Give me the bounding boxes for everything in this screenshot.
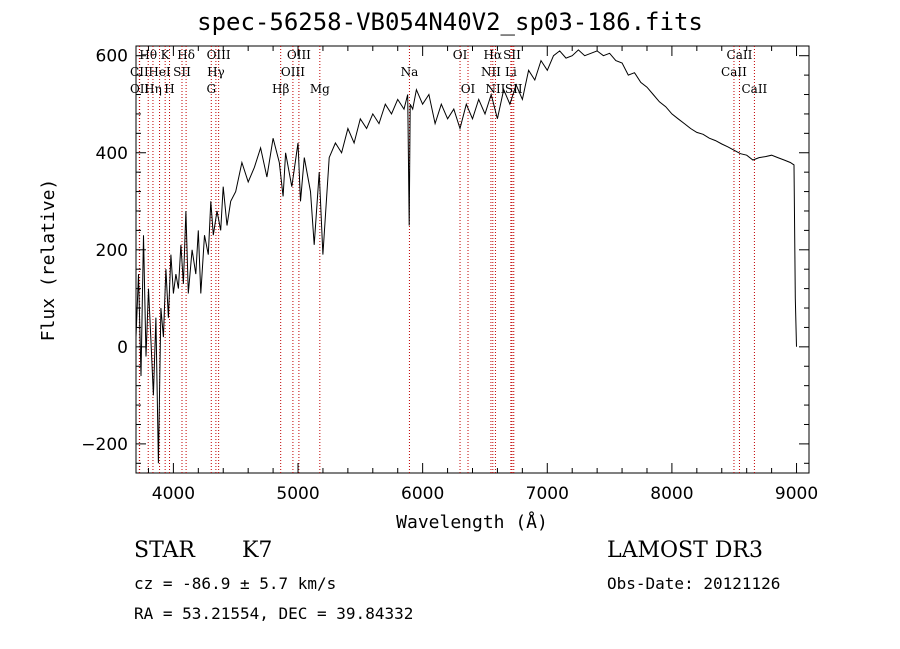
y-tick-label: 0: [117, 338, 128, 358]
survey-name: LAMOST DR3: [607, 538, 763, 563]
y-tick-label: −200: [81, 435, 128, 455]
line-marker-label: Hη: [144, 82, 162, 96]
x-axis: 4000 5000 6000 7000 8000 9000: [147, 46, 818, 504]
line-marker-label: SII: [503, 48, 521, 62]
line-marker-label: Hα: [484, 48, 503, 62]
x-tick-label: 5000: [276, 484, 319, 504]
x-tick-label: 7000: [526, 484, 569, 504]
line-marker-label: G: [206, 82, 216, 96]
plot-frame: [135, 45, 810, 474]
line-marker-label: HeI: [148, 65, 171, 79]
line-marker-label: OI: [453, 48, 468, 62]
x-tick-label: 4000: [152, 484, 195, 504]
x-axis-label: Wavelength (Å): [396, 511, 548, 533]
line-marker-label: Mg: [310, 82, 330, 96]
line-marker-label: CII: [130, 65, 149, 79]
line-marker-label: CaII: [721, 65, 747, 79]
line-marker-label: OIII: [207, 48, 231, 62]
x-tick-label: 9000: [775, 484, 818, 504]
line-marker-label: Hδ: [177, 48, 195, 62]
line-marker-label: OII: [130, 82, 150, 96]
observation-date: Obs-Date: 20121126: [607, 574, 781, 593]
line-marker-label: H: [164, 82, 174, 96]
flux-series-line: [135, 49, 797, 464]
y-tick-label: 600: [96, 47, 128, 67]
line-marker-label: NII: [485, 82, 505, 96]
line-marker-label: K: [161, 48, 171, 62]
y-tick-label: 200: [96, 241, 128, 261]
line-marker-label: Li: [505, 65, 517, 79]
line-marker-label: CaII: [741, 82, 767, 96]
y-axis-label: Flux (relative): [38, 179, 59, 342]
line-markers: [138, 46, 755, 473]
x-tick-label: 8000: [650, 484, 693, 504]
object-class: STAR: [134, 538, 195, 563]
y-tick-label: 400: [96, 144, 128, 164]
line-marker-label: Hθ: [139, 48, 157, 62]
coordinates: RA = 53.21554, DEC = 39.84332: [134, 604, 414, 623]
y-axis: −200 0 200 400 600: [81, 47, 809, 464]
line-marker-label: SII: [505, 82, 523, 96]
line-marker-label: Hβ: [272, 82, 289, 96]
line-marker-label: Na: [401, 65, 419, 79]
redshift-velocity: cz = -86.9 ± 5.7 km/s: [134, 574, 337, 593]
line-marker-label: OI: [461, 82, 476, 96]
line-marker-label: CaII: [727, 48, 753, 62]
object-subclass: K7: [242, 538, 273, 563]
line-marker-label: NII: [481, 65, 501, 79]
line-marker-label: SII: [173, 65, 191, 79]
x-tick-label: 6000: [401, 484, 444, 504]
chart-title: spec-56258-VB054N40V2_sp03-186.fits: [197, 8, 703, 36]
line-marker-label: OIII: [281, 65, 305, 79]
line-marker-label: Hγ: [207, 65, 225, 79]
line-marker-label: OIII: [287, 48, 311, 62]
